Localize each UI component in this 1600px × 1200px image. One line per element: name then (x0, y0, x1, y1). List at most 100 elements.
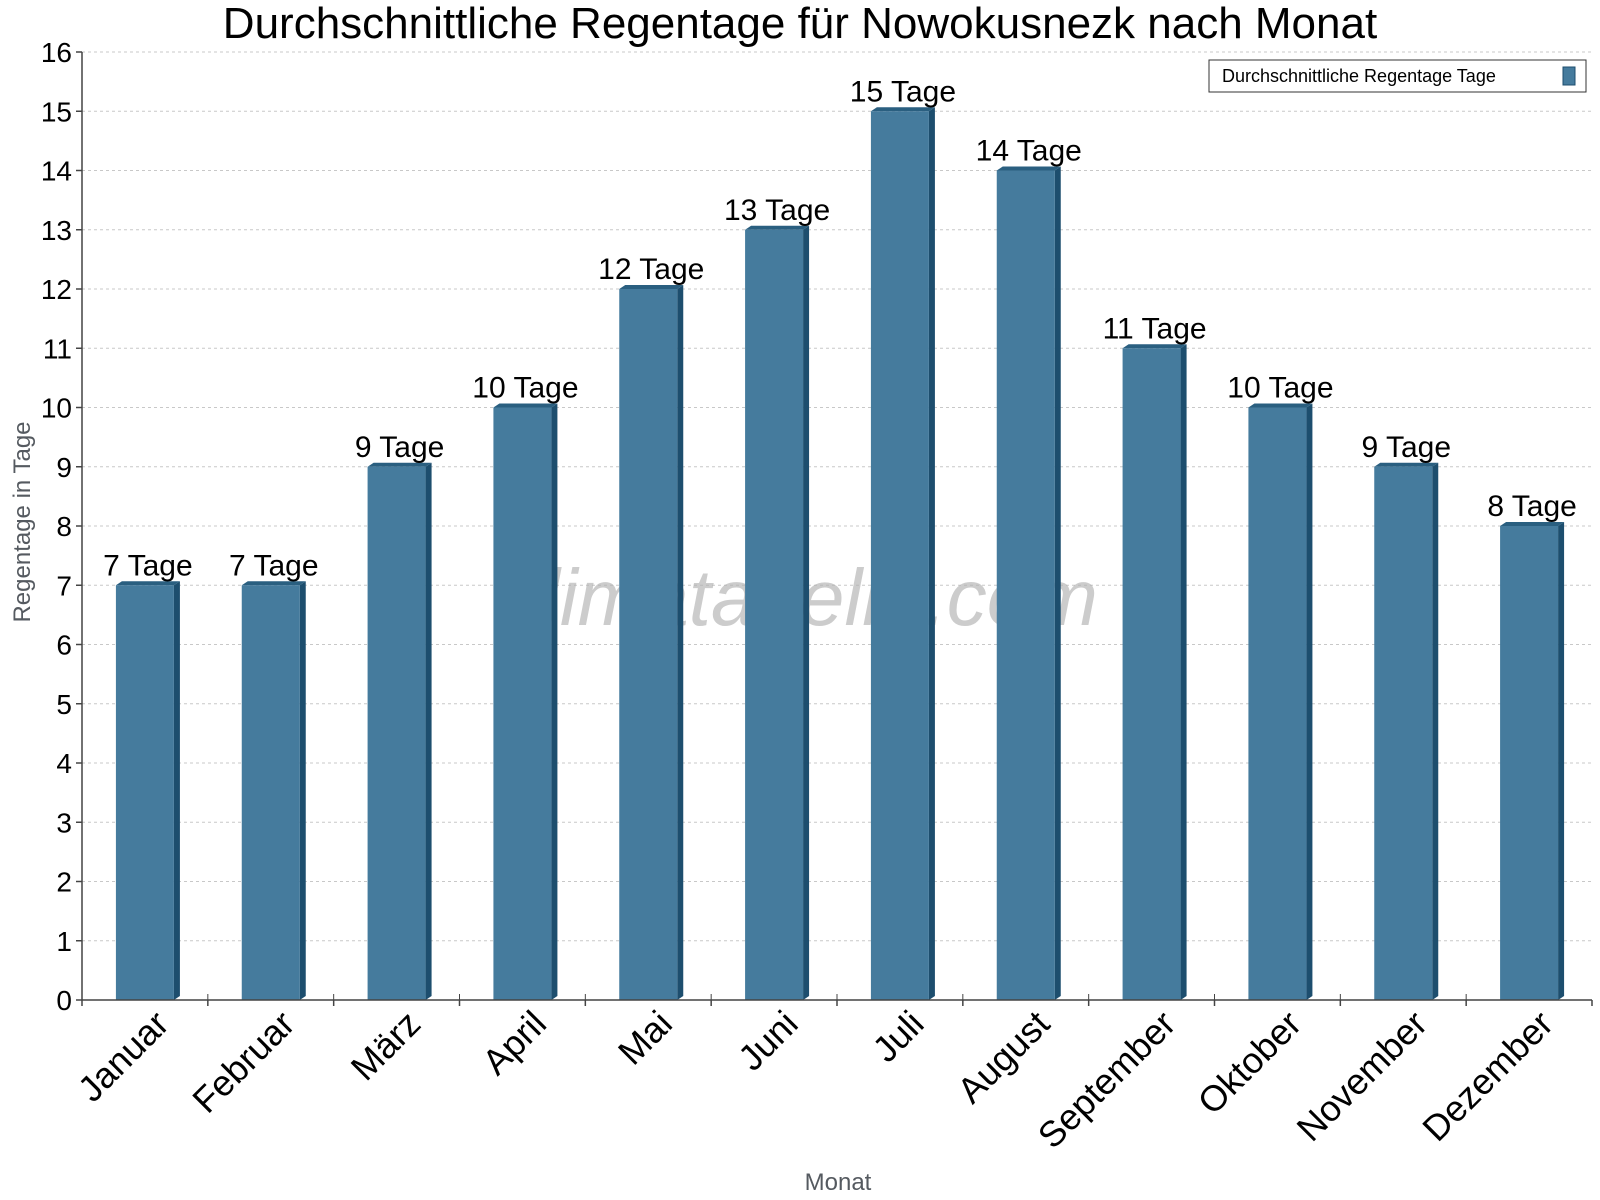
bar-front (619, 289, 678, 1000)
data-labels: 7 Tage 7 Tage 9 Tage 10 Tage 12 Tage 13 Tage 1… (103, 75, 1577, 582)
bar-mai (619, 285, 684, 1000)
x-tick-label: August (949, 1003, 1057, 1111)
bar-front (996, 170, 1055, 1000)
data-label: 8 Tage (1487, 490, 1577, 523)
x-tick-label: Juni (730, 1003, 806, 1079)
y-axis-title: Regentage in Tage (9, 421, 36, 622)
bar-side (299, 581, 306, 1000)
legend: Durchschnittliche Regentage Tage (1208, 59, 1587, 93)
x-tick-label: Januar (70, 1003, 177, 1110)
bar-november (1374, 462, 1439, 1000)
bar-september (1122, 344, 1187, 1000)
y-tick-label: 0 (56, 985, 72, 1016)
x-tick-label: März (343, 1003, 429, 1089)
data-label: 9 Tage (355, 431, 445, 464)
y-tick-label: 11 (43, 333, 72, 364)
bar-side (1306, 403, 1313, 1000)
bar-top (745, 225, 810, 230)
y-tick-label: 15 (41, 96, 72, 127)
y-tick-label: 13 (41, 215, 72, 246)
bar-front (870, 111, 929, 1000)
bar-side (425, 462, 432, 1000)
chart-title: Durchschnittliche Regentage für Nowokusn… (223, 0, 1377, 48)
bar-front (367, 466, 426, 1000)
y-tick-label: 9 (56, 452, 72, 483)
bar-top (493, 403, 558, 408)
bar-front (745, 229, 804, 1000)
x-tick-label: April (474, 1003, 554, 1083)
y-tick-label: 4 (56, 748, 72, 779)
bar-top (115, 581, 180, 586)
bar-front (493, 407, 552, 1000)
data-label: 15 Tage (850, 75, 956, 108)
y-tick-label: 14 (41, 156, 72, 187)
bar-märz (367, 462, 432, 1000)
y-tick-label: 12 (41, 274, 72, 305)
y-tick-label: 2 (56, 867, 72, 898)
legend-box (1208, 59, 1587, 93)
y-tick-label: 8 (56, 511, 72, 542)
x-tick-label: September (1030, 1003, 1184, 1157)
bar-side (1432, 462, 1439, 1000)
bar-side (677, 285, 684, 1000)
bar-april (493, 403, 558, 1000)
data-label: 14 Tage (976, 135, 1082, 168)
data-label: 7 Tage (103, 549, 193, 582)
bar-front (1374, 466, 1433, 1000)
bar-juli (870, 107, 935, 1000)
y-tick-label: 16 (41, 37, 72, 68)
bar-top (619, 285, 684, 289)
bar-top (1374, 462, 1439, 467)
bar-top (241, 581, 306, 586)
bar-side (928, 107, 935, 1000)
x-tick-label: November (1288, 1003, 1434, 1149)
data-label: 7 Tage (229, 549, 319, 582)
data-label: 11 Tage (1103, 312, 1207, 345)
bar-front (1500, 526, 1559, 1000)
x-axis-title: Monat (805, 1169, 872, 1196)
data-label: 12 Tage (598, 253, 704, 286)
x-tick-labels: Januar Februar März April Mai Juni Juli AugustS… (70, 1003, 1561, 1157)
bar-front (241, 585, 300, 1000)
bar-august (996, 166, 1061, 1000)
y-tick-label: 10 (41, 393, 72, 424)
bar-side (173, 581, 180, 1000)
bar-front (115, 585, 174, 1000)
data-label: 13 Tage (724, 194, 830, 227)
x-tick-label: Oktober (1190, 1003, 1310, 1123)
x-tick-label: Dezember (1414, 1003, 1560, 1149)
y-tick-label: 7 (56, 570, 72, 601)
data-label: 9 Tage (1361, 431, 1451, 464)
data-label: 10 Tage (472, 372, 578, 405)
bar-januar (115, 581, 180, 1000)
bar-front (1248, 407, 1307, 1000)
y-tick-label: 1 (56, 926, 72, 957)
x-tick-label: Mai (610, 1003, 680, 1073)
bar-side (803, 225, 810, 1000)
bar-top (996, 166, 1061, 171)
bar-juni (745, 225, 810, 1000)
bar-oktober (1248, 403, 1313, 1000)
bar-top (870, 107, 935, 112)
y-tick-label: 3 (56, 807, 72, 838)
x-tick-label: Juli (864, 1003, 931, 1070)
bar-front (1122, 348, 1181, 1000)
bar-side (1054, 166, 1061, 1000)
x-tick-label: Februar (184, 1003, 302, 1121)
data-label: 10 Tage (1227, 372, 1333, 405)
bar-side (1558, 522, 1565, 1000)
bar-dezember (1500, 522, 1565, 1000)
y-tick-label: 5 (56, 689, 72, 720)
y-tick-label: 6 (56, 630, 72, 661)
bar-side (1180, 344, 1187, 1000)
bar-top (367, 462, 432, 467)
axes (76, 51, 1593, 1006)
bar-top (1122, 344, 1187, 349)
bar-side (551, 403, 558, 1000)
bar-februar (241, 581, 306, 1000)
bar-group (115, 107, 1565, 1000)
grid-lines (82, 51, 1592, 942)
bar-top (1500, 522, 1565, 526)
